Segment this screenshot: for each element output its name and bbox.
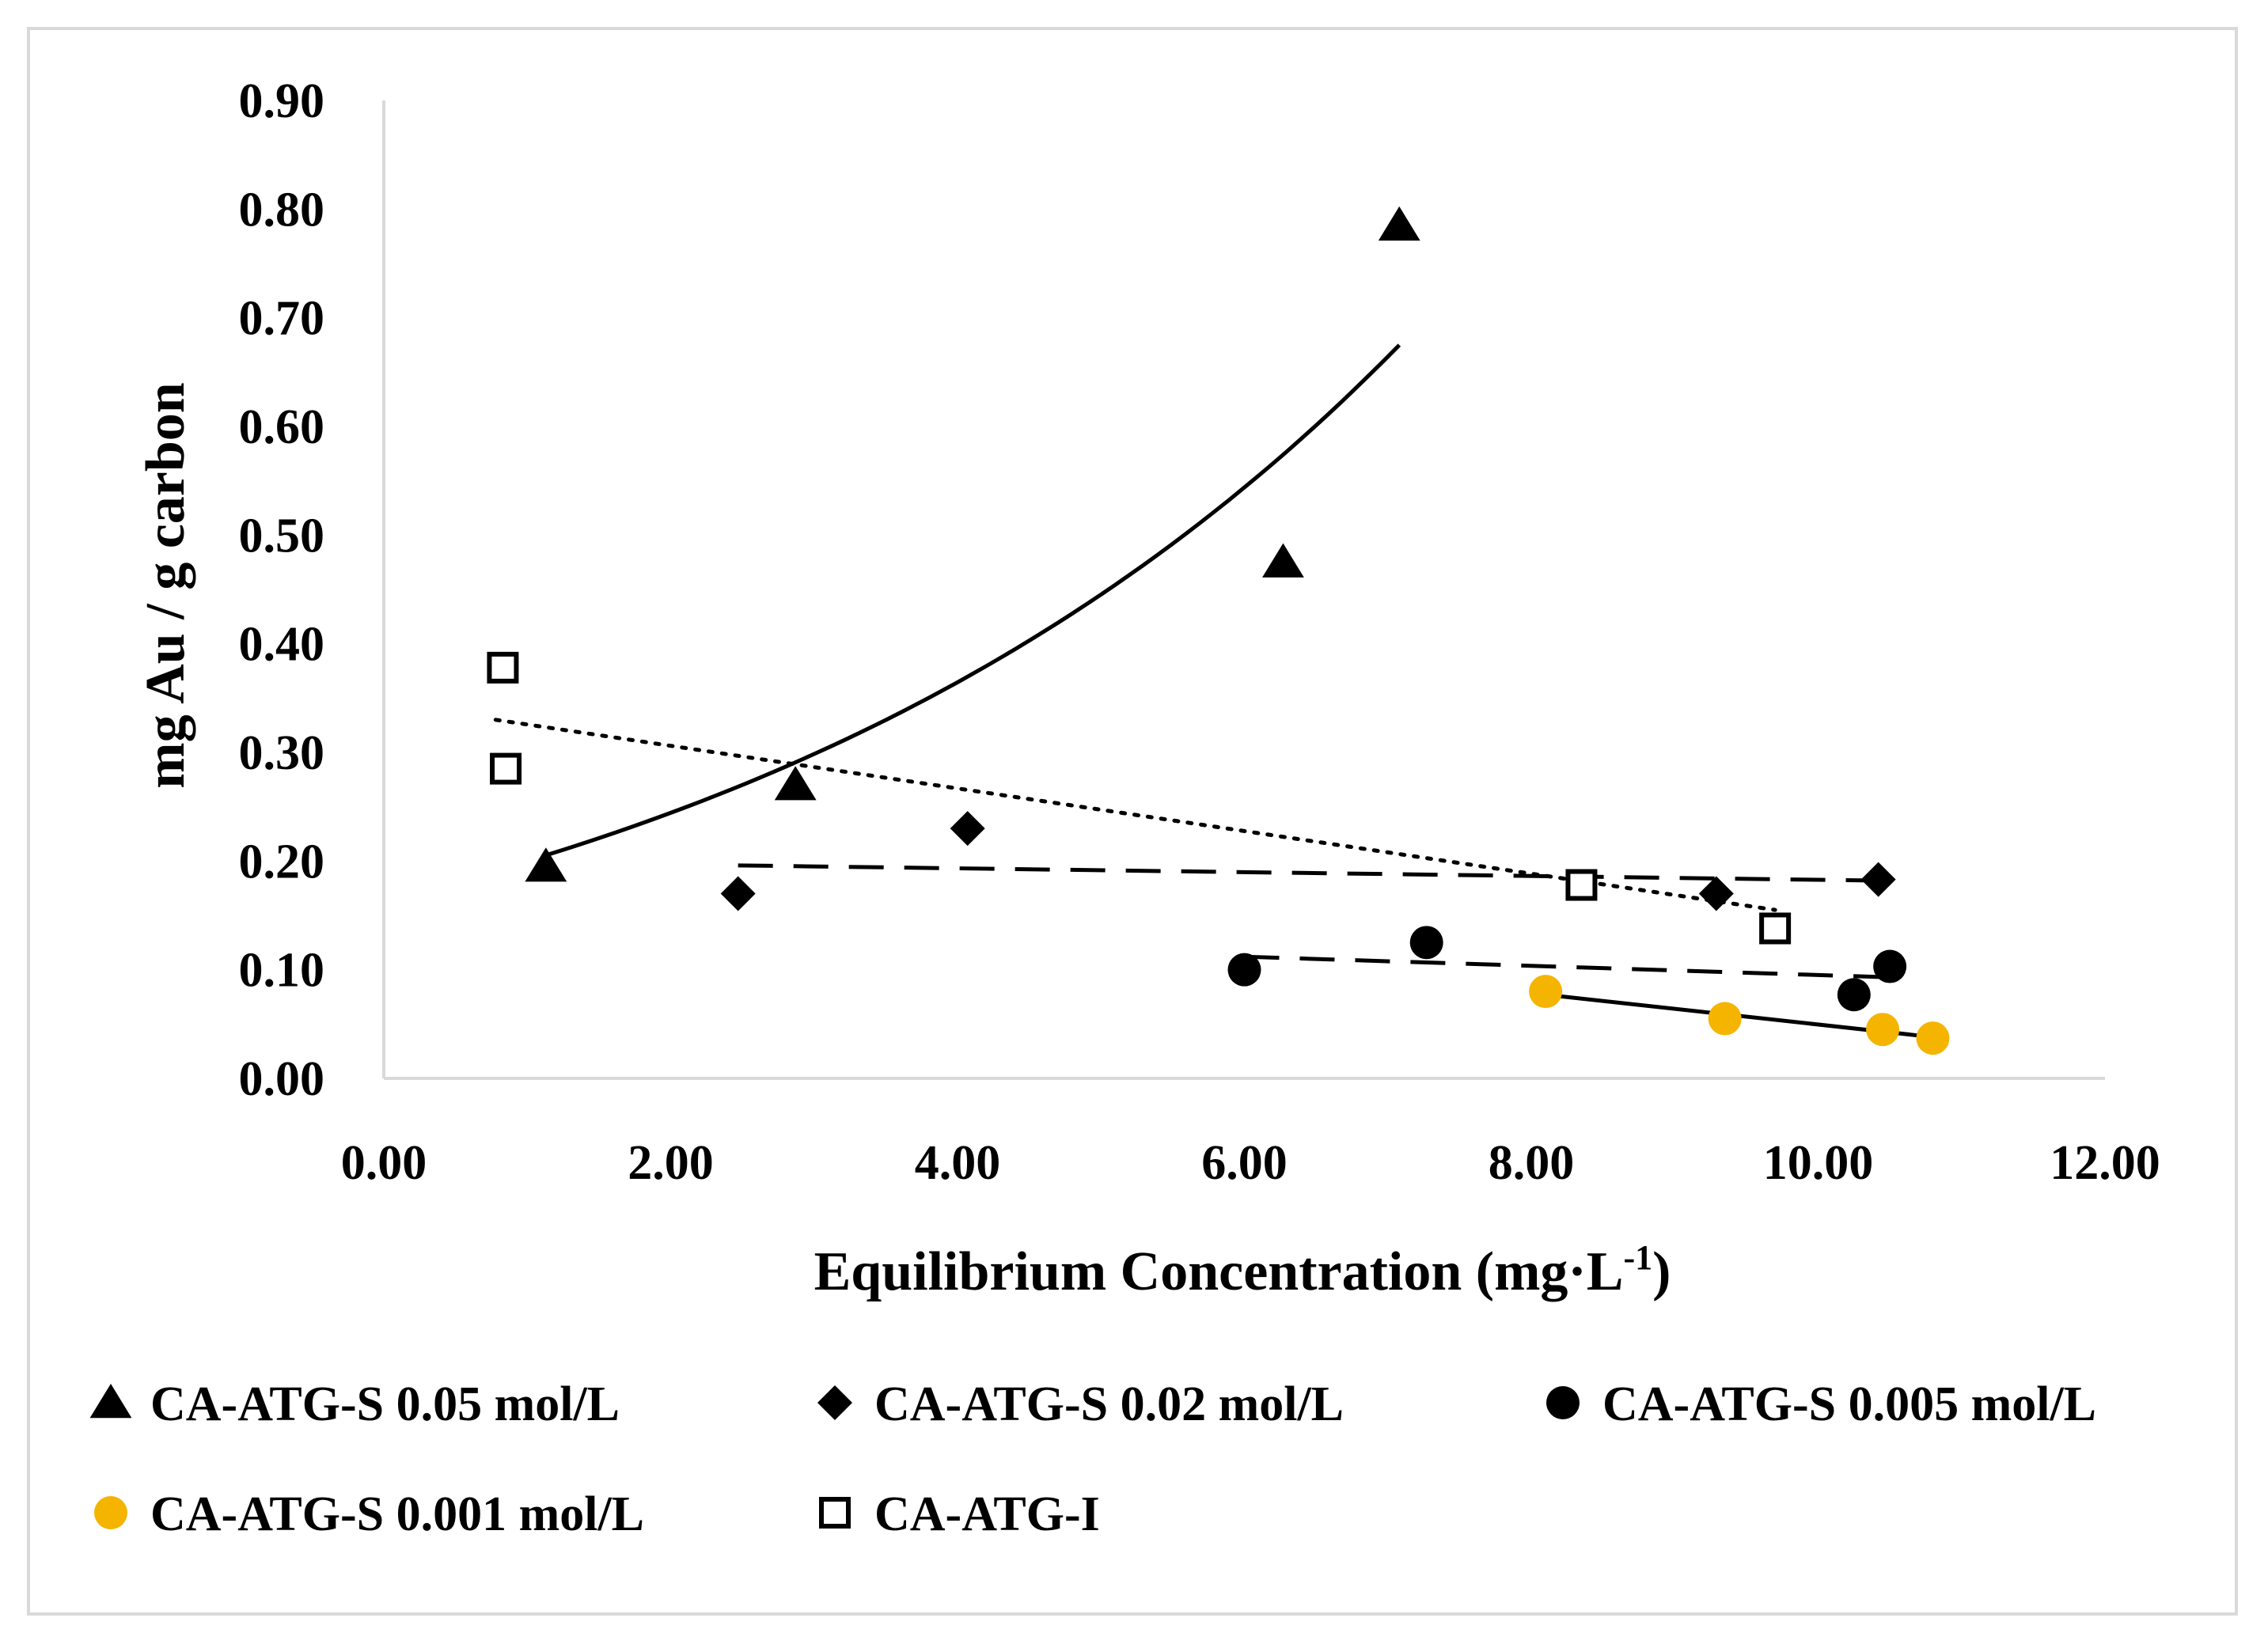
data-point-series-4 [1916, 1021, 1950, 1055]
x-axis-title-main: Equilibrium Concentration (mg·L [814, 1241, 1624, 1302]
legend-marker [94, 1496, 127, 1529]
x-tick-label: 0.00 [341, 1136, 427, 1190]
legend-label: CA-ATG-S 0.001 mol/L [150, 1487, 644, 1541]
data-point-series-3 [1409, 926, 1443, 960]
legend-label: CA-ATG-I [874, 1487, 1100, 1541]
trendline-series-2 [738, 863, 1879, 883]
legend-item: CA-ATG-S 0.05 mol/L [89, 1377, 620, 1431]
data-point-series-2 [950, 811, 985, 847]
y-tick-label: 0.10 [239, 944, 325, 998]
x-tick-label: 12.00 [2050, 1136, 2160, 1190]
y-tick-label: 0.40 [239, 618, 325, 672]
data-point-series-1 [1378, 206, 1420, 241]
data-point-series-1 [525, 847, 567, 882]
data-points [487, 206, 1950, 1055]
data-point-series-4 [1708, 1002, 1742, 1036]
data-point-series-3 [1837, 978, 1871, 1012]
legend-marker [819, 1497, 851, 1529]
y-tick-label: 0.30 [239, 726, 325, 780]
data-point-series-4 [1529, 975, 1563, 1009]
data-point-series-1 [1262, 543, 1304, 578]
data-point-series-5 [1565, 869, 1598, 901]
legend-item: CA-ATG-S 0.001 mol/L [94, 1487, 644, 1541]
data-point-series-2 [720, 876, 756, 911]
x-tick-label: 2.00 [628, 1136, 714, 1190]
y-tick-label: 0.20 [239, 835, 325, 888]
x-axis-title-superscript: -1 [1623, 1238, 1652, 1277]
trendline-series-1 [545, 343, 1401, 858]
x-axis-title: Equilibrium Concentration (mg·L-1) [814, 1238, 1671, 1302]
y-tick-label: 0.00 [239, 1052, 325, 1106]
data-point-series-5 [487, 651, 519, 684]
x-tick-label: 10.00 [1763, 1136, 1874, 1190]
trendline-series-5 [493, 718, 1777, 912]
legend-item: CA-ATG-I [819, 1487, 1100, 1541]
data-point-series-2 [1698, 876, 1734, 911]
x-axis-title-suffix: ) [1652, 1241, 1671, 1302]
y-tick-label: 0.60 [239, 400, 325, 454]
data-point-series-5 [490, 752, 522, 785]
tick-labels: 0.00 2.00 4.00 6.00 8.00 10.00 12.00 0.00 0.10 0.… [239, 74, 2160, 1190]
legend-item: CA-ATG-S 0.02 mol/L [817, 1377, 1344, 1431]
legend-label: CA-ATG-S 0.005 mol/L [1602, 1377, 2096, 1431]
data-point-series-5 [1759, 912, 1792, 945]
y-tick-label: 0.50 [239, 509, 325, 563]
y-tick-label: 0.70 [239, 292, 325, 346]
x-tick-label: 8.00 [1489, 1136, 1575, 1190]
data-point-series-3 [1227, 953, 1261, 987]
x-tick-label: 6.00 [1201, 1136, 1288, 1190]
y-axis-title: mg Au / g carbon [135, 382, 196, 788]
legend-label: CA-ATG-S 0.02 mol/L [874, 1377, 1344, 1431]
y-tick-label: 0.90 [239, 74, 325, 128]
x-tick-label: 4.00 [915, 1136, 1001, 1190]
data-point-series-3 [1873, 949, 1907, 983]
legend-marker [1546, 1386, 1580, 1419]
axes [382, 100, 2105, 1080]
data-point-series-1 [774, 766, 817, 801]
legend: CA-ATG-S 0.05 mol/L CA-ATG-S 0.02 mol/L CA… [89, 1377, 2096, 1541]
legend-marker [89, 1384, 132, 1419]
legend-marker [817, 1385, 852, 1420]
legend-item: CA-ATG-S 0.005 mol/L [1546, 1377, 2096, 1431]
y-tick-label: 0.80 [239, 183, 325, 237]
legend-label: CA-ATG-S 0.05 mol/L [150, 1377, 620, 1431]
outer-frame [27, 27, 2238, 1616]
data-point-series-2 [1860, 862, 1896, 897]
data-point-series-4 [1866, 1013, 1900, 1047]
